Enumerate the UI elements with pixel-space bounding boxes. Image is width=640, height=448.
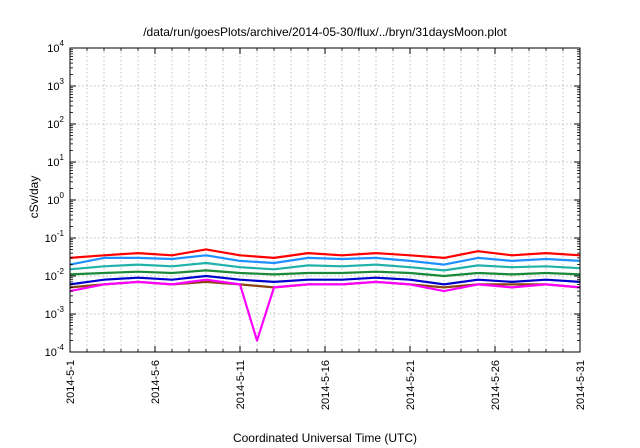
y-tick-label: 100 xyxy=(47,191,64,207)
grid xyxy=(70,48,580,352)
series-line-5 xyxy=(69,274,581,286)
series-line-2 xyxy=(69,254,581,266)
chart-title: /data/run/goesPlots/archive/2014-05-30/f… xyxy=(143,25,507,39)
series-layer xyxy=(69,248,581,342)
series-line-4 xyxy=(69,269,581,278)
x-tick-label: 2014-5-6 xyxy=(150,360,162,404)
x-tick-label: 2014-5-11 xyxy=(235,360,247,409)
x-axis-label: Coordinated Universal Time (UTC) xyxy=(233,431,417,445)
x-tick-label: 2014-5-31 xyxy=(575,360,587,410)
x-tick-label: 2014-5-26 xyxy=(490,360,502,410)
series-line-1 xyxy=(69,248,581,259)
y-tick-label: 10-3 xyxy=(45,305,65,321)
y-tick-label: 102 xyxy=(47,115,64,131)
y-tick-label: 104 xyxy=(47,39,64,55)
series-line-7 xyxy=(69,278,581,342)
x-tick-label: 2014-5-1 xyxy=(65,360,77,404)
y-tick-label: 10-1 xyxy=(45,229,65,245)
series-line-3 xyxy=(69,261,581,272)
y-tick-label: 101 xyxy=(47,153,64,169)
y-tick-label: 103 xyxy=(47,77,64,93)
y-tick-label: 10-4 xyxy=(45,343,65,359)
y-axis-label: cSv/day xyxy=(27,176,41,219)
y-tick-label: 10-2 xyxy=(45,267,65,283)
y-tick-labels: 10-4 10-3 10-2 10-1 100 101 102 103 104 xyxy=(45,39,65,359)
ticks xyxy=(69,47,581,353)
x-tick-label: 2014-5-21 xyxy=(405,360,417,410)
x-tick-labels: 2014-5-1 2014-5-6 2014-5-11 2014-5-16 2014-5… xyxy=(65,360,587,410)
x-tick-label: 2014-5-16 xyxy=(320,360,332,410)
